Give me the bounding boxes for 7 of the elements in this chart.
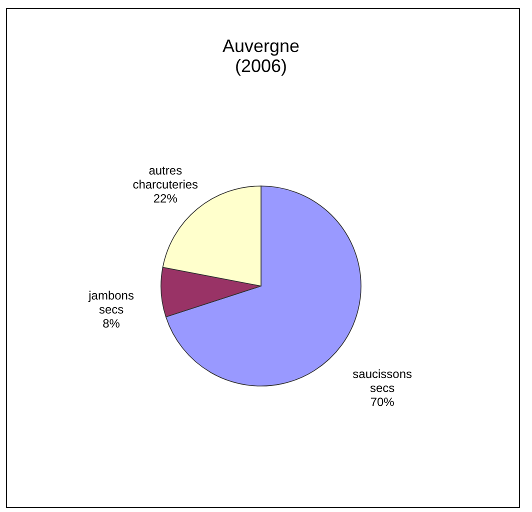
data-label: 22% xyxy=(153,191,178,206)
data-label: 8% xyxy=(102,316,120,330)
data-label: 70% xyxy=(370,395,395,410)
slice-label: autres charcuteries xyxy=(132,163,198,192)
slice-label: saucissons secs xyxy=(352,367,412,396)
slice-label: jambons secs xyxy=(88,288,134,316)
chart-title: Auvergne (2006) xyxy=(222,36,300,76)
